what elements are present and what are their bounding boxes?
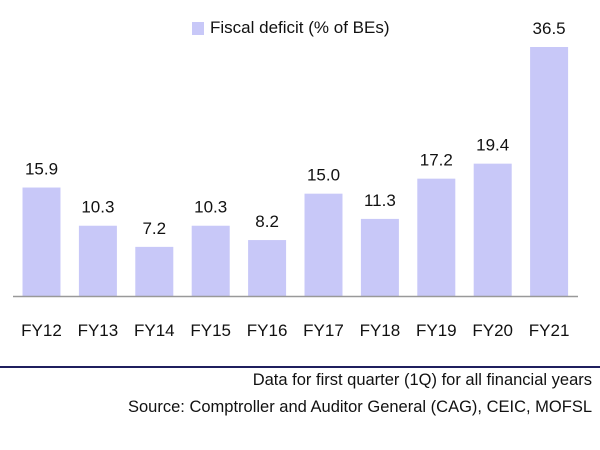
bar-FY20 xyxy=(473,163,512,296)
footnote: Data for first quarter (1Q) for all fina… xyxy=(252,371,592,389)
data-label-FY13: 10.3 xyxy=(81,198,114,217)
bar-FY16 xyxy=(248,240,287,296)
data-label-FY12: 15.9 xyxy=(25,160,58,179)
x-tick-label-FY13: FY13 xyxy=(78,321,119,340)
data-label-FY14: 7.2 xyxy=(142,219,166,238)
data-label-FY21: 36.5 xyxy=(533,19,566,38)
x-tick-label-FY17: FY17 xyxy=(303,321,344,340)
legend: Fiscal deficit (% of BEs) xyxy=(192,18,390,38)
source-note: Source: Comptroller and Auditor General … xyxy=(128,398,592,416)
bar-FY13 xyxy=(78,225,117,296)
x-tick-label-FY14: FY14 xyxy=(134,321,175,340)
x-tick-label-FY16: FY16 xyxy=(247,321,288,340)
data-label-FY20: 19.4 xyxy=(476,136,509,155)
data-label-FY17: 15.0 xyxy=(307,166,340,185)
data-label-FY19: 17.2 xyxy=(420,151,453,170)
x-tick-label-FY12: FY12 xyxy=(21,321,62,340)
x-tick-label-FY21: FY21 xyxy=(529,321,570,340)
x-tick-label-FY15: FY15 xyxy=(190,321,231,340)
data-label-FY18: 11.3 xyxy=(364,191,396,210)
legend-swatch xyxy=(192,21,204,35)
divider xyxy=(0,366,600,368)
bar-FY12 xyxy=(22,187,61,296)
bar-FY15 xyxy=(191,225,230,296)
x-tick-label-FY18: FY18 xyxy=(360,321,401,340)
data-label-FY15: 10.3 xyxy=(194,198,227,217)
bar-chart: 15.9 FY12 10.3 FY13 7.2 FY14 10.3 FY15 8.2 FY16 15… xyxy=(13,19,578,340)
bar-FY21 xyxy=(530,47,569,296)
bar-FY19 xyxy=(417,178,456,296)
x-tick-label-FY20: FY20 xyxy=(472,321,513,340)
bar-FY18 xyxy=(360,218,399,296)
legend-label: Fiscal deficit (% of BEs) xyxy=(210,18,390,37)
bar-FY14 xyxy=(135,246,174,296)
data-label-FY16: 8.2 xyxy=(255,212,279,231)
bar-FY17 xyxy=(304,193,343,296)
x-tick-label-FY19: FY19 xyxy=(416,321,457,340)
